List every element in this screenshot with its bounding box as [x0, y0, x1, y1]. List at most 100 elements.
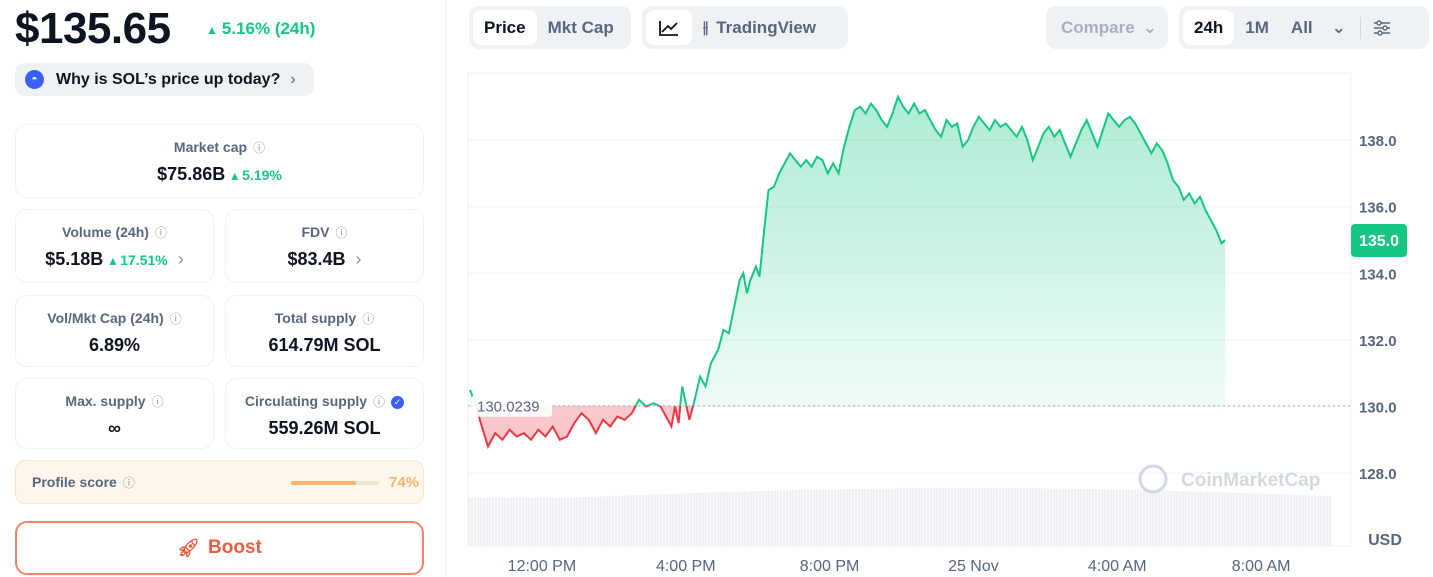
volume-bar [1059, 488, 1062, 546]
chart-type-tabs: Price Mkt Cap [469, 6, 631, 49]
volume-bar [579, 497, 582, 546]
compare-dropdown[interactable]: Compare ⌄ [1046, 6, 1168, 49]
volume-bar [1131, 489, 1134, 546]
boost-button[interactable]: 🚀︎ Boost [15, 521, 424, 575]
info-icon[interactable]: ⓘ [373, 395, 386, 409]
volume-bar [945, 488, 948, 546]
volume-bar [1008, 488, 1011, 546]
why-price-up-link[interactable]: ◓ Why is SOL’s price up today? › [15, 63, 314, 96]
volume-bar [918, 488, 921, 546]
volume-bar [783, 490, 786, 546]
volume-bar [477, 498, 480, 546]
volume-bar [711, 492, 714, 546]
range-24h[interactable]: 24h [1183, 10, 1235, 45]
volume-bar [636, 495, 639, 546]
volume-bar [663, 494, 666, 546]
volume-bar [1152, 490, 1155, 546]
volume-bar [1233, 492, 1236, 546]
volume-bar [1068, 488, 1071, 546]
volume-bar [687, 493, 690, 546]
volume-bar [630, 495, 633, 546]
volume-bar [1140, 490, 1143, 546]
max-supply-card: Max. supply ⓘ ∞ [15, 378, 214, 449]
volume-bar [780, 490, 783, 546]
toolbar-divider [1359, 16, 1361, 39]
volume-bar [1020, 488, 1023, 546]
info-icon[interactable]: ⓘ [154, 226, 167, 240]
volume-bar [495, 498, 498, 546]
volume-bar [597, 496, 600, 546]
range-1m[interactable]: 1M [1245, 17, 1269, 37]
volume-bar [978, 488, 981, 546]
info-icon[interactable]: ⓘ [169, 312, 182, 326]
line-chart-button[interactable] [646, 10, 692, 45]
tab-mkt-cap[interactable]: Mkt Cap [547, 17, 614, 37]
chart-settings-button[interactable] [1367, 10, 1397, 45]
volume-bar [537, 498, 540, 546]
y-tick-label: 130.0 [1359, 400, 1397, 417]
area-above-baseline [470, 96, 1226, 406]
info-icon[interactable]: ⓘ [362, 312, 375, 326]
profile-score[interactable]: Profile score ⓘ 74% [15, 460, 424, 504]
volume-bar [1134, 489, 1137, 546]
volume-bar [726, 492, 729, 546]
volume-bar [876, 488, 879, 546]
volume-bar [771, 490, 774, 546]
volume-card[interactable]: Volume (24h) ⓘ $5.18B ▴ 17.51% › [15, 209, 214, 283]
volume-bar [948, 488, 951, 546]
volume-bar [981, 488, 984, 546]
volume-bar [891, 488, 894, 546]
volume-bar [639, 495, 642, 546]
volume-bar [744, 491, 747, 546]
volume-bar [834, 489, 837, 546]
volume-bar [1302, 495, 1305, 546]
vol-mkt-cap-card: Vol/Mkt Cap (24h) ⓘ 6.89% [15, 295, 214, 367]
volume-bar [1308, 495, 1311, 546]
info-icon[interactable]: ⓘ [122, 476, 135, 490]
volume-bar [972, 488, 975, 546]
fdv-card[interactable]: FDV ⓘ $83.4B › [225, 209, 424, 283]
volume-bar [900, 488, 903, 546]
price-change-24h: ▲ 5.16% (24h) [206, 19, 316, 38]
volume-bar [708, 492, 711, 546]
tradingview-button[interactable]: ⫲ TradingView [703, 17, 817, 37]
volume-bar [849, 489, 852, 546]
volume-bar [882, 488, 885, 546]
volume-bar [480, 498, 483, 546]
volume-bar [474, 498, 477, 546]
volume-bar [534, 498, 537, 546]
market-cap-card: Market cap ⓘ $75.86B ▴ 5.19% [15, 124, 424, 198]
chevron-right-icon: › [290, 70, 296, 88]
verified-icon: ✓ [391, 396, 405, 409]
volume-bar [1107, 489, 1110, 546]
volume-bar [879, 488, 882, 546]
volume-bar [1311, 495, 1314, 546]
profile-score-value: 74% [389, 474, 420, 491]
volume-bar [585, 497, 588, 546]
volume-bar [786, 490, 789, 546]
volume-bar [1200, 491, 1203, 546]
svg-text:CoinMarketCap: CoinMarketCap [1181, 470, 1320, 491]
volume-bars [468, 488, 1332, 546]
tab-price[interactable]: Price [473, 10, 537, 45]
range-all[interactable]: All [1290, 17, 1313, 37]
x-tick-label: 25 Nov [948, 558, 999, 575]
info-icon[interactable]: ⓘ [253, 141, 266, 155]
volume-bar [648, 494, 651, 546]
volume-bar [861, 488, 864, 546]
volume-bar [525, 498, 528, 546]
volume-bar [666, 494, 669, 546]
volume-bar [927, 488, 930, 546]
volume-bar [582, 497, 585, 546]
range-more-dropdown[interactable]: ⌄ [1324, 10, 1354, 45]
volume-bar [1227, 492, 1230, 546]
volume-bar [1203, 491, 1206, 546]
volume-bar [912, 488, 915, 546]
info-icon[interactable]: ⓘ [151, 395, 164, 409]
volume-bar [759, 491, 762, 546]
volume-bar [555, 498, 558, 546]
info-icon[interactable]: ⓘ [335, 226, 348, 240]
volume-bar [1293, 494, 1296, 546]
volume-bar [1278, 494, 1281, 546]
